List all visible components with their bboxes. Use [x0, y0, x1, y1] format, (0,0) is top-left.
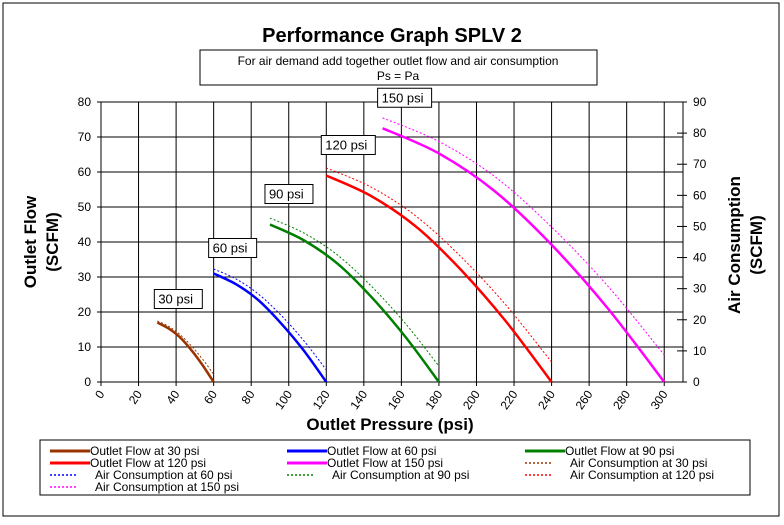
- y-axis-title-line-1: Outlet Flow: [21, 195, 40, 288]
- x-tick-label: 140: [347, 387, 370, 412]
- y-tick-label: 30: [78, 270, 92, 284]
- y2-axis-title: Air Consumption (SCFM): [725, 176, 766, 314]
- x-tick-label: 180: [422, 387, 445, 412]
- series-line-2: [269, 223, 440, 383]
- x-tick-label: 20: [126, 387, 145, 406]
- annotation-box: [377, 87, 433, 108]
- x-tick-label: 0: [92, 387, 107, 401]
- y-tick-label: 40: [78, 235, 92, 249]
- chart-title: Performance Graph SPLV 2: [262, 25, 522, 47]
- legend: Outlet Flow at 30 psi Outlet Flow at 60 p…: [50, 444, 714, 494]
- legend-label: Outlet Flow at 60 psi: [327, 444, 436, 458]
- x-axis-title: Outlet Pressure (psi): [306, 415, 473, 434]
- x-tick-label: 60: [201, 387, 220, 406]
- y2-axis-title-line-1: Air Consumption: [725, 176, 744, 314]
- y2-tick-label: 50: [693, 219, 707, 233]
- axes: 0 20 40 60 80 100 120 140 160 180 200 220 240 260 280 3…: [78, 95, 707, 412]
- y2-tick-label: 90: [693, 95, 707, 109]
- series-line-4: [382, 127, 666, 383]
- y-tick-label: 0: [84, 375, 91, 389]
- y2-tick-label: 80: [693, 126, 707, 140]
- legend-label: Outlet Flow at 150 psi: [327, 456, 443, 470]
- annotation-label: 150 psi: [382, 90, 424, 105]
- legend-label: Air Consumption at 120 psi: [570, 468, 714, 482]
- x-tick-label: 160: [385, 387, 408, 412]
- y-tick-label: 80: [78, 95, 92, 109]
- y2-tick-label: 10: [693, 344, 707, 358]
- y-tick-label: 70: [78, 130, 92, 144]
- annotation-label: 90 psi: [269, 187, 304, 202]
- legend-label: Air Consumption at 30 psi: [570, 456, 707, 470]
- y2-tick-label: 60: [693, 188, 707, 202]
- y2-tick-label: 70: [693, 157, 707, 171]
- legend-label: Air Consumption at 150 psi: [95, 480, 239, 494]
- annotation-label: 30 psi: [158, 292, 193, 307]
- legend-label: Outlet Flow at 120 psi: [90, 456, 206, 470]
- y2-tick-label: 20: [693, 313, 707, 327]
- x-tick-label: 100: [272, 387, 295, 412]
- y-tick-label: 60: [78, 165, 92, 179]
- legend-label: Air Consumption at 60 psi: [95, 468, 232, 482]
- legend-label: Outlet Flow at 90 psi: [565, 444, 674, 458]
- series-line-7: [269, 217, 440, 367]
- subtitle-box: [199, 49, 598, 86]
- x-tick-label: 40: [163, 387, 182, 406]
- x-tick-label: 260: [573, 387, 596, 412]
- grid: [100, 101, 683, 383]
- series-line-1: [213, 272, 328, 383]
- x-tick-label: 300: [648, 387, 671, 412]
- series-group: [156, 117, 666, 383]
- annotation-label: 60 psi: [213, 241, 248, 256]
- y2-tick-label: 30: [693, 282, 707, 296]
- series-line-5: [157, 320, 215, 375]
- y2-tick-label: 0: [693, 375, 700, 389]
- series-line-8: [326, 167, 552, 363]
- legend-label: Outlet Flow at 30 psi: [90, 444, 199, 458]
- y-tick-label: 10: [78, 340, 92, 354]
- annotation-box: [320, 135, 376, 155]
- x-tick-label: 240: [535, 387, 558, 412]
- y-axis-title-line-2: (SCFM): [43, 212, 62, 271]
- annotation-box: [264, 184, 314, 204]
- annotation-label: 120 psi: [325, 138, 367, 153]
- series-line-3: [325, 174, 553, 383]
- x-tick-label: 120: [310, 387, 333, 412]
- x-tick-label: 200: [460, 387, 483, 412]
- chart-frame: [2, 2, 780, 517]
- x-tick-label: 280: [610, 387, 633, 412]
- series-line-0: [156, 321, 215, 383]
- y-tick-label: 20: [78, 305, 92, 319]
- annotation-box: [153, 289, 203, 309]
- series-line-6: [213, 268, 327, 371]
- subtitle-line-1: For air demand add together outlet flow …: [238, 54, 559, 68]
- y2-axis-title-line-2: (SCFM): [747, 215, 766, 274]
- subtitle-line-2: Ps = Pa: [377, 69, 420, 83]
- x-tick-label: 80: [239, 387, 258, 406]
- y2-tick-label: 40: [693, 251, 707, 265]
- annotation-box: [208, 238, 258, 258]
- y-tick-label: 50: [78, 200, 92, 214]
- series-line-9: [382, 117, 665, 356]
- legend-label: Air Consumption at 90 psi: [332, 468, 469, 482]
- legend-box: [39, 439, 751, 496]
- x-tick-label: 220: [498, 387, 521, 412]
- y-axis-title: Outlet Flow (SCFM): [21, 195, 62, 288]
- annotations: 30 psi 60 psi 90 psi 120 psi 150 psi: [153, 87, 433, 309]
